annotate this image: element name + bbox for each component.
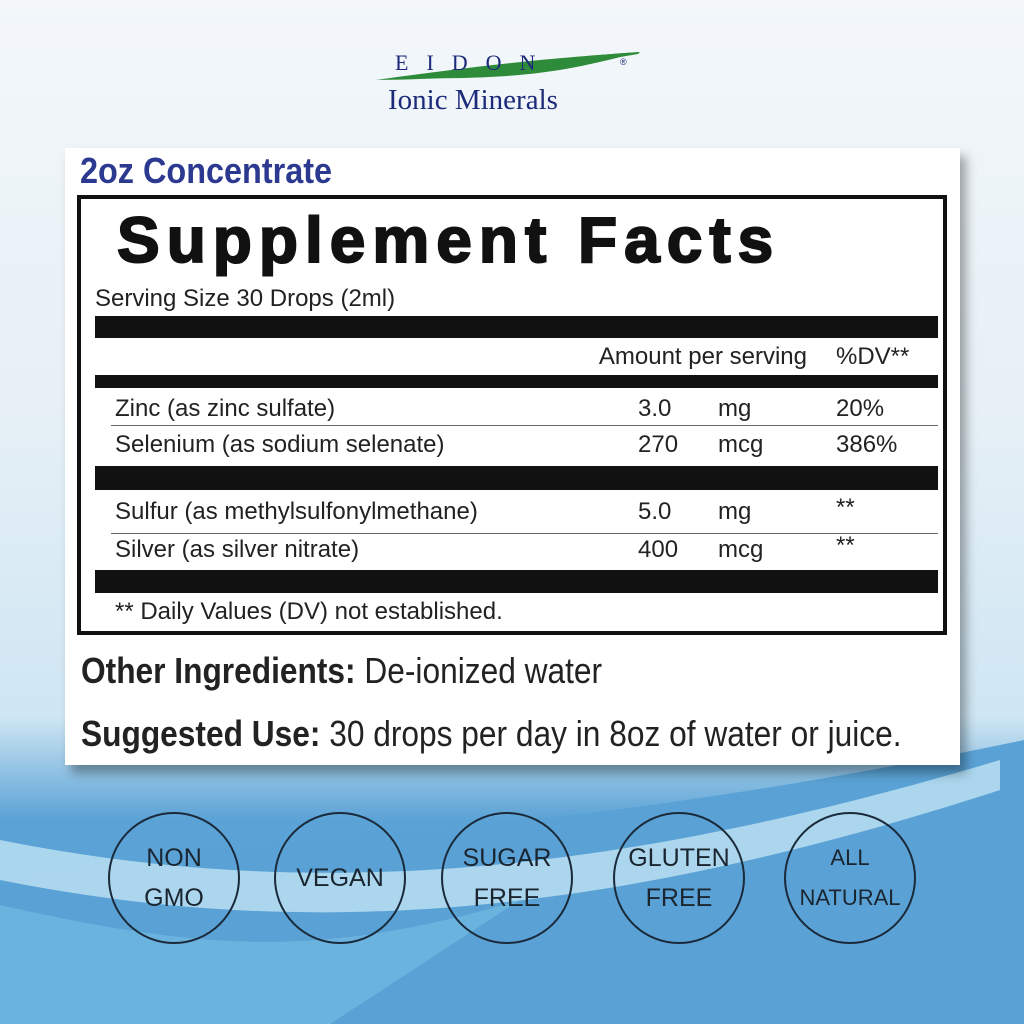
divider bbox=[95, 570, 938, 593]
footnote: ** Daily Values (DV) not established. bbox=[115, 598, 503, 625]
other-label: Other Ingredients: bbox=[81, 650, 356, 691]
divider bbox=[95, 466, 938, 490]
badge-text: NON bbox=[146, 844, 202, 872]
serving-size: Serving Size 30 Drops (2ml) bbox=[95, 285, 396, 312]
row-divider bbox=[111, 425, 938, 426]
supplement-facts-table: Supplement Facts Serving Size 30 Drops (… bbox=[77, 195, 947, 635]
row-dv: ** bbox=[836, 532, 855, 559]
badge-text: GLUTEN bbox=[628, 844, 730, 872]
suggested-use: Suggested Use: 30 drops per day in 8oz o… bbox=[81, 713, 902, 755]
badge-text: GMO bbox=[144, 884, 204, 912]
other-value: De-ionized water bbox=[355, 650, 603, 691]
badge-text: VEGAN bbox=[296, 864, 384, 892]
divider bbox=[95, 316, 938, 338]
badge-text: FREE bbox=[473, 884, 541, 912]
row-unit: mcg bbox=[718, 536, 764, 563]
row-dv: ** bbox=[836, 494, 855, 521]
row-name: Zinc (as zinc sulfate) bbox=[115, 395, 336, 422]
row-dv: 386% bbox=[836, 431, 898, 458]
badge-sugar-free: SUGAR FREE bbox=[441, 812, 573, 944]
badge-vegan: VEGAN bbox=[274, 812, 406, 944]
row-unit: mg bbox=[718, 498, 752, 525]
row-unit: mcg bbox=[718, 431, 764, 458]
svg-text:®: ® bbox=[620, 57, 627, 67]
divider bbox=[95, 375, 938, 388]
use-value: 30 drops per day in 8oz of water or juic… bbox=[320, 713, 902, 754]
row-divider bbox=[111, 533, 938, 534]
row-amount: 5.0 bbox=[638, 498, 672, 525]
svg-text:EIDON: EIDON bbox=[395, 50, 553, 75]
badge-text: SUGAR bbox=[462, 844, 552, 872]
badge-gluten-free: GLUTEN FREE bbox=[613, 812, 745, 944]
row-dv: 20% bbox=[836, 395, 885, 422]
dv-header: %DV** bbox=[836, 343, 910, 370]
supplement-facts-card: 2oz Concentrate Supplement Facts Serving… bbox=[65, 148, 960, 765]
use-label: Suggested Use: bbox=[81, 713, 321, 754]
badge-text: NATURAL bbox=[799, 885, 901, 910]
row-amount: 270 bbox=[638, 431, 679, 458]
brand-subtitle: Ionic Minerals bbox=[388, 84, 558, 116]
product-size: 2oz Concentrate bbox=[80, 150, 333, 191]
eidon-logo: EIDON ® bbox=[375, 50, 640, 80]
other-ingredients: Other Ingredients: De-ionized water bbox=[81, 650, 602, 692]
row-unit: mg bbox=[718, 395, 752, 422]
amount-header: Amount per serving bbox=[598, 343, 807, 370]
badge-all-natural: ALL NATURAL bbox=[784, 812, 916, 944]
row-amount: 3.0 bbox=[638, 395, 672, 422]
row-name: Selenium (as sodium selenate) bbox=[115, 431, 445, 458]
facts-title: Supplement Facts bbox=[116, 203, 781, 277]
row-name: Silver (as silver nitrate) bbox=[115, 536, 360, 563]
badge-text: FREE bbox=[645, 884, 713, 912]
badge-non-gmo: NON GMO bbox=[108, 812, 240, 944]
row-amount: 400 bbox=[638, 536, 679, 563]
row-name: Sulfur (as methylsulfonylmethane) bbox=[115, 498, 478, 525]
badge-text: ALL bbox=[830, 845, 870, 870]
